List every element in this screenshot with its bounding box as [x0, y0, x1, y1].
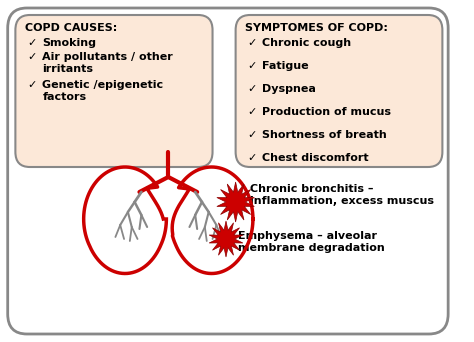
- Text: Genetic /epigenetic
factors: Genetic /epigenetic factors: [42, 80, 164, 102]
- Text: ✓: ✓: [27, 80, 36, 90]
- Text: Chronic cough: Chronic cough: [262, 38, 351, 48]
- Text: Production of mucus: Production of mucus: [262, 107, 391, 117]
- Text: ✓: ✓: [247, 84, 256, 94]
- Text: Smoking: Smoking: [42, 38, 96, 48]
- Text: SYMPTOMES OF COPD:: SYMPTOMES OF COPD:: [245, 23, 388, 33]
- Text: ✓: ✓: [247, 130, 256, 140]
- FancyBboxPatch shape: [15, 15, 212, 167]
- Text: ✓: ✓: [247, 61, 256, 71]
- Text: COPD CAUSES:: COPD CAUSES:: [25, 23, 117, 33]
- FancyBboxPatch shape: [8, 8, 448, 334]
- FancyBboxPatch shape: [236, 15, 442, 167]
- Text: Dyspnea: Dyspnea: [262, 84, 316, 94]
- Text: ✓: ✓: [247, 153, 256, 163]
- Text: Emphysema – alveolar
membrane degradation: Emphysema – alveolar membrane degradatio…: [237, 231, 384, 253]
- Text: Air pollutants / other
irritants: Air pollutants / other irritants: [42, 52, 173, 74]
- Text: ✓: ✓: [27, 38, 36, 48]
- Polygon shape: [209, 221, 243, 257]
- Text: Fatigue: Fatigue: [262, 61, 308, 71]
- Text: ✓: ✓: [247, 107, 256, 117]
- Text: Chest discomfort: Chest discomfort: [262, 153, 368, 163]
- Text: ✓: ✓: [247, 38, 256, 48]
- Text: Chronic bronchitis –
inflammation, excess muscus: Chronic bronchitis – inflammation, exces…: [250, 184, 434, 206]
- Polygon shape: [217, 182, 255, 222]
- Text: ✓: ✓: [27, 52, 36, 62]
- Text: Shortness of breath: Shortness of breath: [262, 130, 386, 140]
